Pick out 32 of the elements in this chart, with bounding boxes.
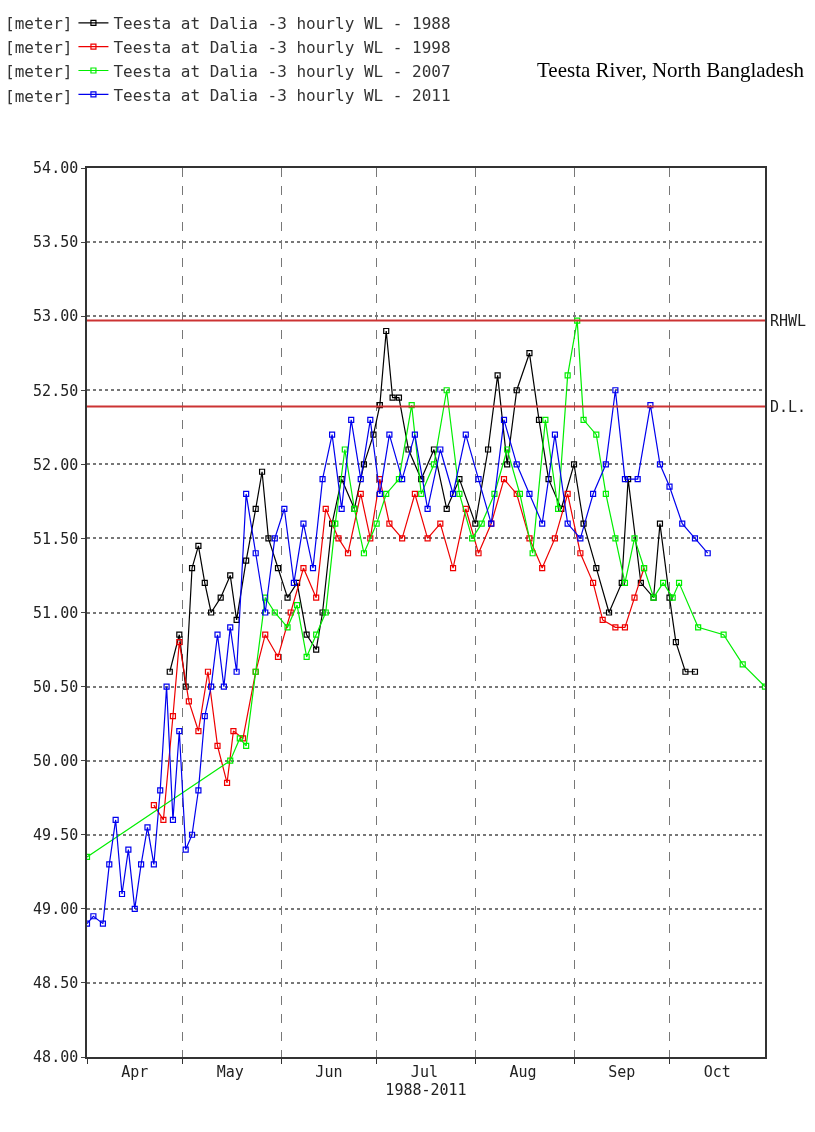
y-axis-title: [meter] [5, 87, 73, 106]
y-tick-label: 49.00 [33, 900, 79, 919]
chart-title: Teesta River, North Bangladesh [537, 58, 805, 82]
legend-label: Teesta at Dalia -3 hourly WL - 1998 [113, 37, 451, 57]
text: [meter] [5, 38, 73, 57]
y-tick-label: 50.50 [33, 677, 79, 696]
x-tick-label: Oct [703, 1062, 731, 1081]
y-tick-label: 49.50 [33, 826, 79, 844]
legend-label: Teesta at Dalia -3 hourly WL - 2011 [113, 85, 451, 105]
text: [meter] [5, 62, 73, 81]
y-tick-label: 48.50 [33, 974, 79, 993]
y-tick-label: 52.00 [33, 455, 79, 474]
x-tick-label: Jul [410, 1062, 438, 1081]
y-tick-label: 53.50 [33, 233, 79, 252]
y-tick-label: 53.00 [33, 307, 79, 326]
text: [meter] [5, 14, 73, 33]
x-tick-label: May [216, 1062, 244, 1081]
x-axis-title: 1988-2011 [385, 1080, 467, 1099]
x-tick-label: Sep [608, 1062, 636, 1081]
y-tick-label: 48.00 [33, 1048, 79, 1067]
y-tick-label: 54.00 [33, 159, 79, 178]
x-tick-label: Jun [315, 1062, 343, 1081]
y-tick-label: 50.00 [33, 751, 79, 770]
ref-line-label: RHWL [770, 312, 807, 330]
legend-label: Teesta at Dalia -3 hourly WL - 1988 [113, 14, 451, 34]
legend-label: Teesta at Dalia -3 hourly WL - 2007 [113, 61, 451, 81]
x-tick-label: Aug [509, 1062, 537, 1081]
ref-line-label: D.L. [770, 398, 807, 416]
y-tick-label: 52.50 [33, 381, 79, 400]
y-tick-label: 51.50 [33, 529, 79, 548]
y-tick-label: 51.00 [33, 603, 79, 622]
x-tick-label: Apr [121, 1062, 149, 1081]
